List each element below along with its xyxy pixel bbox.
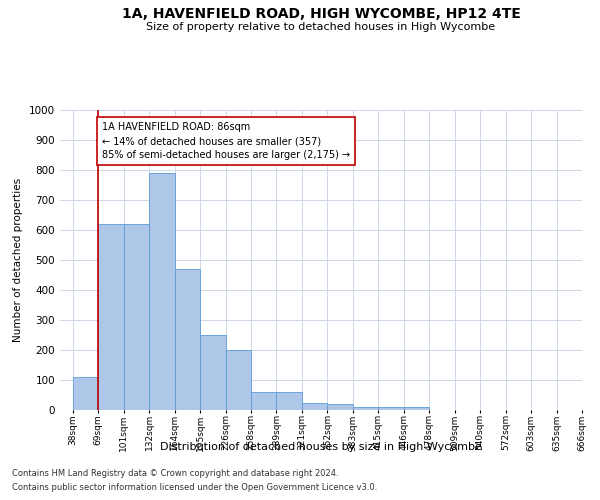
Bar [73, 377, 98, 410]
Text: Distribution of detached houses by size in High Wycombe: Distribution of detached houses by size … [160, 442, 482, 452]
Text: Contains HM Land Registry data © Crown copyright and database right 2024.: Contains HM Land Registry data © Crown c… [12, 468, 338, 477]
Bar [302, 402, 328, 410]
Bar [328, 404, 353, 410]
Text: 1A HAVENFIELD ROAD: 86sqm
← 14% of detached houses are smaller (357)
85% of semi: 1A HAVENFIELD ROAD: 86sqm ← 14% of detac… [102, 122, 350, 160]
Bar [149, 173, 175, 410]
Bar [277, 392, 302, 410]
Bar [251, 392, 277, 410]
Y-axis label: Number of detached properties: Number of detached properties [13, 178, 23, 342]
Bar [175, 269, 200, 410]
Text: 1A, HAVENFIELD ROAD, HIGH WYCOMBE, HP12 4TE: 1A, HAVENFIELD ROAD, HIGH WYCOMBE, HP12 … [122, 8, 520, 22]
Bar [226, 350, 251, 410]
Bar [353, 407, 378, 410]
Text: Size of property relative to detached houses in High Wycombe: Size of property relative to detached ho… [146, 22, 496, 32]
Bar [404, 407, 429, 410]
Bar [200, 335, 226, 410]
Text: Contains public sector information licensed under the Open Government Licence v3: Contains public sector information licen… [12, 484, 377, 492]
Bar [378, 407, 404, 410]
Bar [124, 224, 149, 410]
Bar [98, 224, 124, 410]
